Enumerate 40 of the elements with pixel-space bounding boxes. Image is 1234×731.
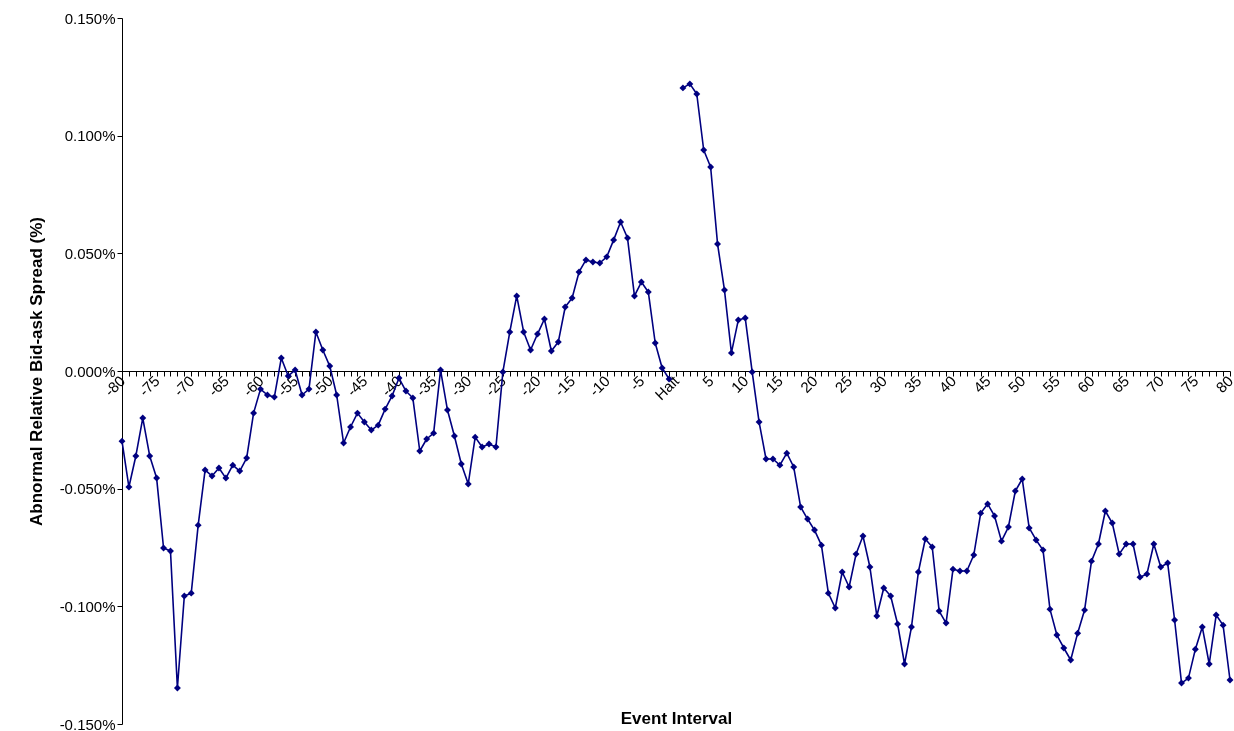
x-tick-label: 70 <box>1143 372 1167 396</box>
x-tick-label: -15 <box>550 372 579 400</box>
x-tick-label: Halt <box>651 371 683 404</box>
x-tick-label: -50 <box>308 372 336 400</box>
x-tick-label: -70 <box>170 372 198 400</box>
x-tick-label: 75 <box>1177 372 1202 396</box>
x-tick-label: 20 <box>796 372 821 396</box>
y-tick-label: -0.150% <box>59 715 116 731</box>
x-axis-title: Event Interval <box>620 708 733 728</box>
x-tick-label: 80 <box>1212 372 1234 396</box>
x-tick-label: -30 <box>447 372 475 400</box>
x-tick-label: -45 <box>343 372 371 400</box>
y-tick-label: 0.100% <box>64 127 116 145</box>
x-tick-label: -10 <box>585 372 613 400</box>
x-tick-label: 65 <box>1108 372 1133 396</box>
x-tick-label: -35 <box>412 372 440 400</box>
x-tick-label: -25 <box>481 372 510 400</box>
y-tick-label: -0.100% <box>59 597 116 615</box>
y-tick-label: 0.050% <box>64 244 116 262</box>
y-tick-label: 0.000% <box>64 362 116 380</box>
x-tick-label: -5 <box>626 372 648 394</box>
x-tick-label: 15 <box>762 372 787 396</box>
y-tick-label: -0.050% <box>59 480 116 498</box>
x-tick-label: -20 <box>516 372 544 400</box>
x-tick-label: 35 <box>900 372 925 396</box>
x-tick-label: -60 <box>239 372 267 400</box>
x-tick-label: 25 <box>831 372 856 396</box>
x-tick-label: -75 <box>135 372 163 400</box>
x-tick-label: 5 <box>698 372 717 391</box>
x-tick-label: 50 <box>1004 372 1029 396</box>
x-tick-label: 60 <box>1073 372 1098 396</box>
x-tick-label: 45 <box>969 372 994 396</box>
x-tick-label: 40 <box>935 372 960 396</box>
x-tick-label: 30 <box>866 372 890 396</box>
y-axis-title: Abnormal Relative Bid-ask Spread (%) <box>26 217 46 526</box>
x-tick-label: -65 <box>204 372 233 400</box>
y-tick-label: 0.150% <box>64 9 116 27</box>
x-tick-label: 55 <box>1039 372 1064 396</box>
x-tick-label: 10 <box>727 372 752 396</box>
x-tick-label: -55 <box>273 372 302 400</box>
